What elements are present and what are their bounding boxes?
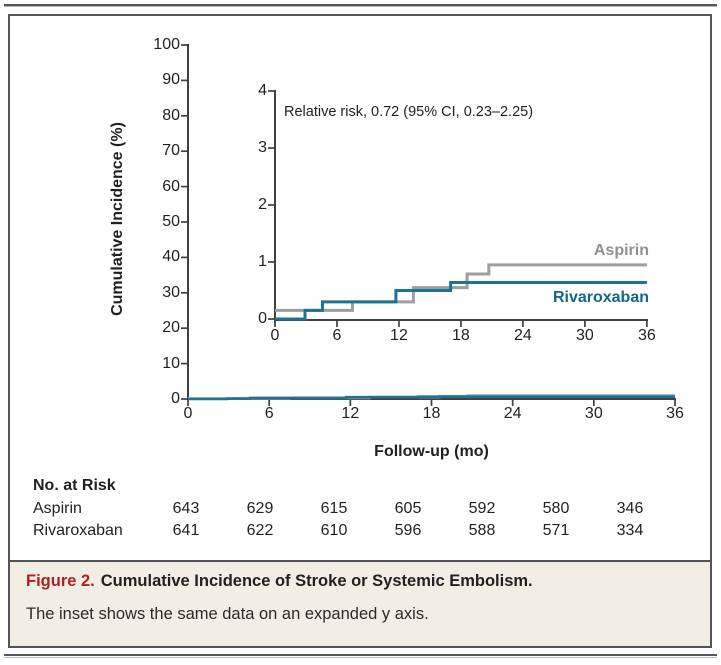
relative-risk-annotation: Relative risk, 0.72 (95% CI, 0.23–2.25) bbox=[284, 104, 534, 120]
bottom-rule-shadow bbox=[4, 657, 717, 658]
main-x-tick-label: 36 bbox=[666, 405, 684, 422]
main-x-tick-label: 30 bbox=[584, 405, 603, 422]
main-y-tick-label: 40 bbox=[162, 248, 180, 266]
main-y-axis-label: Cumulative Incidence (%) bbox=[109, 122, 126, 316]
inset-x-tick-label: 6 bbox=[332, 327, 342, 344]
risk-value: 643 bbox=[172, 500, 200, 517]
inset-x-tick-label: 12 bbox=[390, 327, 408, 344]
inset-x-tick-label: 24 bbox=[514, 327, 532, 344]
inset-y-tick-label: 1 bbox=[258, 253, 267, 270]
main-x-tick-label: 0 bbox=[183, 405, 193, 422]
rivaroxaban-main-curve bbox=[188, 395, 675, 401]
main-y-tick-label: 30 bbox=[162, 283, 180, 301]
rivaroxaban-inset-curve bbox=[275, 281, 647, 321]
main-x-tick-label: 18 bbox=[422, 405, 441, 422]
main-y-tick-label: 50 bbox=[162, 213, 180, 230]
risk-value: 580 bbox=[542, 500, 570, 517]
inset-x-tick-label: 30 bbox=[575, 327, 594, 344]
caption-figure-label: Figure 2. bbox=[26, 572, 95, 590]
inset-x-tick-label: 18 bbox=[452, 327, 470, 344]
aspirin-inset-curve bbox=[275, 263, 647, 312]
risk-value: 588 bbox=[468, 522, 496, 539]
main-x-axis-label: Follow-up (mo) bbox=[374, 443, 489, 460]
main-y-tick-label: 20 bbox=[162, 319, 180, 337]
risk-value: 596 bbox=[394, 522, 422, 539]
inset-x-tick-label: 36 bbox=[637, 327, 656, 344]
caption-note: The inset shows the same data on an expa… bbox=[26, 605, 429, 623]
main-y-tick-label: 10 bbox=[162, 354, 180, 372]
main-y-tick-label: 70 bbox=[162, 142, 180, 160]
risk-value: 641 bbox=[172, 522, 200, 539]
risk-value: 610 bbox=[320, 522, 348, 539]
main-y-tick-label: 80 bbox=[162, 106, 180, 124]
inset-y-tick-label: 0 bbox=[258, 310, 267, 327]
risk-row-label-aspirin: Aspirin bbox=[33, 500, 82, 517]
main-x-tick-label: 12 bbox=[341, 405, 360, 422]
main-y-tick-label: 100 bbox=[153, 36, 180, 53]
main-y-tick-label: 0 bbox=[171, 390, 180, 407]
top-rule bbox=[4, 4, 717, 6]
risk-row-label-rivaroxaban: Rivaroxaban bbox=[33, 522, 123, 539]
risk-value: 605 bbox=[394, 500, 422, 517]
rivaroxaban-curve-label: Rivaroxaban bbox=[552, 289, 649, 306]
bottom-rule bbox=[4, 654, 717, 656]
inset-y-tick-label: 3 bbox=[258, 139, 267, 156]
main-y-tick-label: 60 bbox=[162, 177, 180, 195]
caption-title: Cumulative Incidence of Stroke or System… bbox=[100, 572, 533, 590]
risk-value: 592 bbox=[468, 500, 496, 517]
main-x-tick-label: 24 bbox=[503, 405, 522, 422]
aspirin-curve-label: Aspirin bbox=[593, 242, 649, 259]
figure-panel bbox=[8, 14, 712, 562]
caption-box bbox=[8, 560, 712, 648]
top-rule-shadow bbox=[4, 6, 717, 7]
main-y-tick-label: 90 bbox=[162, 71, 180, 89]
caption-line1: Figure 2. Cumulative Incidence of Stroke … bbox=[26, 572, 533, 591]
inset-y-tick-label: 4 bbox=[258, 82, 267, 99]
inset-y-tick-label: 2 bbox=[258, 196, 267, 213]
risk-value: 622 bbox=[246, 522, 274, 539]
inset-x-tick-label: 0 bbox=[270, 327, 280, 344]
risk-value: 615 bbox=[320, 500, 348, 517]
risk-table-title: No. at Risk bbox=[33, 477, 116, 494]
risk-value: 629 bbox=[246, 500, 274, 517]
risk-value: 571 bbox=[542, 522, 570, 539]
risk-value: 334 bbox=[616, 522, 644, 539]
risk-value: 346 bbox=[616, 500, 644, 517]
main-x-tick-label: 6 bbox=[264, 405, 274, 422]
